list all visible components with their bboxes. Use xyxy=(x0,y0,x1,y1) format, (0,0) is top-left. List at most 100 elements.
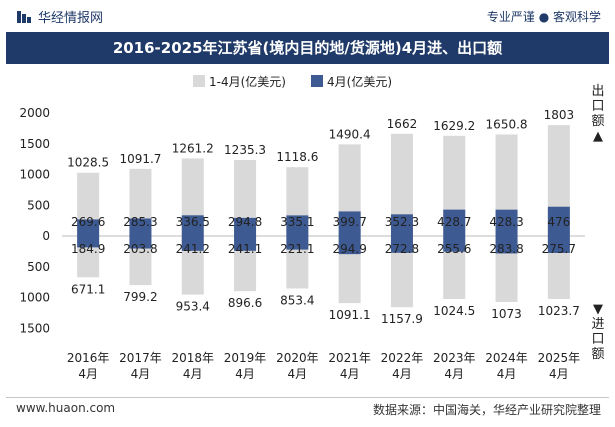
bar-export-april xyxy=(547,206,570,236)
label-export-april: 294.8 xyxy=(228,215,262,229)
bar-import-april xyxy=(547,236,570,253)
legend-label-cumulative: 1-4月(亿美元) xyxy=(209,74,286,89)
y-tick-label: 0 xyxy=(42,229,50,243)
x-tick-label: 2025年 xyxy=(538,351,581,365)
x-tick-label: 2016年 xyxy=(67,351,110,365)
label-export-cumulative: 1662 xyxy=(387,117,418,131)
label-import-april: 255.6 xyxy=(437,242,471,256)
x-tick-label: 2021年 xyxy=(328,351,371,365)
bar-export-cumulative xyxy=(234,160,257,236)
bar-import-cumulative xyxy=(390,236,413,308)
legend-swatch-cumulative xyxy=(193,75,205,87)
label-import-april: 184.9 xyxy=(71,242,105,256)
label-import-cumulative: 1157.9 xyxy=(381,312,423,326)
footer-divider xyxy=(6,397,609,398)
chart-title: 2016-2025年江苏省(境内目的地/货源地)4月进、出口额 xyxy=(6,32,609,64)
label-export-april: 476 xyxy=(547,215,570,229)
bar-export-cumulative xyxy=(390,133,413,236)
export-axis-label: 出口额 ▲ xyxy=(591,84,605,144)
label-import-april: 294.9 xyxy=(332,242,366,256)
x-tick-label: 4月 xyxy=(549,367,569,381)
label-import-april: 241.2 xyxy=(176,242,210,256)
label-import-cumulative: 853.4 xyxy=(280,293,314,307)
x-tick-label: 2022年 xyxy=(381,351,424,365)
top-bar: 华经情报网 专业严谨 ● 客观科学 xyxy=(0,0,615,30)
label-export-cumulative: 1803 xyxy=(544,108,575,122)
label-import-april: 241.1 xyxy=(228,242,262,256)
label-export-april: 428.7 xyxy=(437,215,471,229)
bar-import-april xyxy=(390,236,413,253)
label-export-april: 352.3 xyxy=(385,215,419,229)
bar-export-april xyxy=(181,215,204,236)
bar-export-april xyxy=(338,211,361,236)
x-tick-label: 4月 xyxy=(444,367,464,381)
label-export-cumulative: 1261.2 xyxy=(172,141,214,155)
bar-import-cumulative xyxy=(443,236,466,300)
x-tick-label: 4月 xyxy=(235,367,255,381)
bar-import-april xyxy=(77,236,100,248)
bar-export-april xyxy=(77,219,100,236)
y-tick-label: 1500 xyxy=(19,321,50,335)
x-tick-label: 2019年 xyxy=(224,351,267,365)
label-export-cumulative: 1650.8 xyxy=(486,117,528,131)
x-tick-label: 4月 xyxy=(288,367,308,381)
label-import-april: 221.1 xyxy=(280,242,314,256)
label-import-cumulative: 799.2 xyxy=(123,290,157,304)
label-export-cumulative: 1118.6 xyxy=(276,150,318,164)
label-export-cumulative: 1235.3 xyxy=(224,143,266,157)
label-export-cumulative: 1629.2 xyxy=(433,119,475,133)
bar-export-april xyxy=(286,215,309,236)
label-import-cumulative: 1023.7 xyxy=(538,304,580,318)
brand: 华经情报网 xyxy=(16,7,103,26)
bar-import-april xyxy=(286,236,309,250)
bar-export-april xyxy=(234,217,257,236)
bar-import-april xyxy=(181,236,204,251)
label-import-cumulative: 953.4 xyxy=(176,300,210,314)
label-export-april: 335.1 xyxy=(280,215,314,229)
label-export-april: 285.3 xyxy=(123,215,157,229)
label-import-cumulative: 671.1 xyxy=(71,282,105,296)
x-tick-label: 2024年 xyxy=(485,351,528,365)
bar-export-april xyxy=(443,209,466,236)
bar-import-april xyxy=(443,236,466,252)
label-import-april: 203.8 xyxy=(123,242,157,256)
label-import-april: 272.8 xyxy=(385,242,419,256)
x-tick-label: 2020年 xyxy=(276,351,319,365)
legend-label-april: 4月(亿美元) xyxy=(327,74,392,89)
legend-swatch-april xyxy=(311,75,323,87)
bar-export-april xyxy=(390,214,413,236)
tagline: 专业严谨 ● 客观科学 xyxy=(486,10,601,24)
brand-name: 华经情报网 xyxy=(38,11,104,26)
y-tick-label: 2000 xyxy=(19,106,50,120)
x-tick-label: 4月 xyxy=(131,367,151,381)
y-tick-label: 1000 xyxy=(19,168,50,182)
x-tick-label: 4月 xyxy=(183,367,203,381)
y-tick-label: 1000 xyxy=(19,291,50,305)
y-tick-label: 500 xyxy=(27,260,50,274)
y-tick-label: 1500 xyxy=(19,137,50,151)
footer-source: 数据来源：中国海关，华经产业研究院整理 xyxy=(372,403,601,417)
x-tick-label: 2017年 xyxy=(119,351,162,365)
label-export-cumulative: 1490.4 xyxy=(329,127,371,141)
label-export-april: 428.3 xyxy=(489,215,523,229)
label-import-april: 275.7 xyxy=(542,242,576,256)
bar-import-april xyxy=(495,236,518,254)
x-tick-label: 4月 xyxy=(497,367,517,381)
label-export-cumulative: 1091.7 xyxy=(119,152,161,166)
label-export-cumulative: 1028.5 xyxy=(67,156,109,170)
import-axis-label: ▼ 进口额 xyxy=(591,302,605,362)
bar-import-april xyxy=(338,236,361,255)
label-import-cumulative: 1024.5 xyxy=(433,304,475,318)
brand-logo-icon xyxy=(17,10,31,23)
label-export-april: 336.5 xyxy=(176,215,210,229)
label-import-cumulative: 896.6 xyxy=(228,296,262,310)
chart-plot: 1-4月(亿美元) 4月(亿美元) 2000 1500 1000 500 0 500 1000 1… xyxy=(19,74,585,381)
label-export-april: 399.7 xyxy=(332,215,366,229)
x-tick-label: 2018年 xyxy=(171,351,214,365)
footer-url: www.huaon.com xyxy=(16,401,116,415)
x-tick-label: 4月 xyxy=(340,367,360,381)
label-import-cumulative: 1073 xyxy=(491,307,522,321)
bar-import-april xyxy=(129,236,152,249)
x-tick-label: 4月 xyxy=(78,367,98,381)
